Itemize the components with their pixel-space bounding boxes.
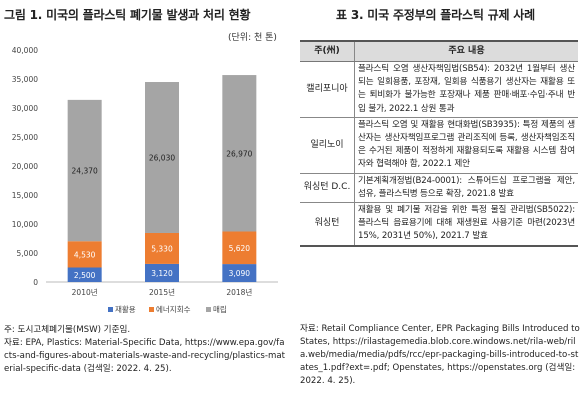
table-row: 캘리포니아 플라스틱 오염 생산자책임법(SB54): 2032년 1월부터 생… [300, 61, 578, 118]
y-tick-label: 5,000 [17, 249, 39, 258]
x-tick-label: 2015년 [149, 287, 175, 297]
content-cell: 기본계획개정법(B24-0001): 스튜어드십 프로그램을 제안, 섬유, 플… [354, 173, 578, 204]
bar-segment [67, 241, 102, 268]
legend-swatch [206, 307, 211, 312]
bar-segment [67, 99, 102, 242]
regulation-table: 주(州) 주요 내용 캘리포니아 플라스틱 오염 생산자책임법(SB54): 2… [300, 40, 578, 247]
state-cell: 워싱턴 D.C. [300, 173, 355, 204]
data-label: 3,120 [151, 269, 173, 278]
content-cell: 재활용 및 폐기물 저감을 위한 특정 물질 관리법(SB5022): 플라스틱… [354, 202, 578, 247]
figure-panel: 그림 1. 미국의 플라스틱 폐기물 발생과 처리 현황 (단위: 천 톤) 0… [4, 8, 286, 374]
bar-segment [145, 232, 179, 264]
y-tick-label: 0 [33, 278, 38, 287]
bar-segment [67, 267, 102, 282]
bar-segment [222, 75, 257, 232]
legend-swatch [108, 307, 113, 312]
bars: 2,500 4,530 24,370 3,120 5,330 26,030 3,090 5,6… [67, 75, 257, 282]
state-cell: 캘리포니아 [300, 61, 355, 118]
data-label: 3,090 [229, 269, 251, 278]
legend: 재활용 에너지회수 매립 [108, 304, 227, 314]
y-tick-label: 25,000 [12, 133, 38, 142]
data-label: 5,620 [229, 244, 251, 253]
table-source: 자료: Retail Compliance Center, EPR Packag… [300, 324, 580, 386]
x-tick-label: 2018년 [226, 287, 252, 297]
figure-title: 그림 1. 미국의 플라스틱 폐기물 발생과 처리 현황 [4, 8, 251, 22]
y-tick-label: 20,000 [12, 162, 38, 171]
y-tick-label: 10,000 [12, 220, 38, 229]
header-content: 주요 내용 [354, 40, 578, 62]
state-cell: 일리노이 [300, 117, 355, 174]
legend-label: 재활용 [115, 304, 136, 314]
data-label: 4,530 [74, 250, 96, 259]
bar-segment [145, 82, 179, 233]
x-axis: 2010년 2015년 2018년 [72, 287, 253, 297]
stacked-bar-chart: 0 5,000 10,000 15,000 20,000 25,000 30,000 35,0… [12, 46, 278, 314]
y-tick-label: 15,000 [12, 191, 38, 200]
legend-swatch [149, 307, 154, 312]
bar-segment [145, 263, 179, 282]
data-label: 24,370 [72, 167, 98, 176]
data-label: 2,500 [74, 271, 96, 280]
data-label: 5,330 [151, 244, 173, 253]
content-cell: 플라스틱 오염 및 재활용 현대화법(SB3935): 특정 제품의 생산자는 … [354, 117, 578, 174]
bar-segment [222, 231, 257, 265]
legend-label: 에너지회수 [156, 304, 191, 314]
data-label: 26,970 [226, 149, 252, 158]
header-state: 주(州) [300, 40, 355, 62]
unit-label: (단위: 천 톤) [228, 33, 277, 43]
x-tick-label: 2010년 [72, 287, 98, 297]
bar-segment [222, 264, 257, 282]
figure-note: 주: 도시고체폐기물(MSW) 기준임. [4, 325, 131, 335]
table-title: 표 3. 미국 주정부의 플라스틱 규제 사례 [336, 8, 535, 22]
table-header-row: 주(州) 주요 내용 [300, 40, 578, 62]
state-cell: 워싱턴 [300, 202, 355, 247]
content-cell: 플라스틱 오염 생산자책임법(SB54): 2032년 1월부터 생산되는 일회… [354, 61, 578, 118]
y-tick-label: 40,000 [12, 46, 38, 55]
table-panel: 표 3. 미국 주정부의 플라스틱 규제 사례 주(州) 주요 내용 캘리포니아… [296, 0, 582, 416]
table-row: 일리노이 플라스틱 오염 및 재활용 현대화법(SB3935): 특정 제품의 … [300, 117, 578, 174]
data-label: 26,030 [149, 154, 175, 163]
y-tick-label: 35,000 [12, 75, 38, 84]
y-tick-label: 30,000 [12, 104, 38, 113]
table-row: 워싱턴 재활용 및 폐기물 저감을 위한 특정 물질 관리법(SB5022): … [300, 202, 578, 247]
table-row: 워싱턴 D.C. 기본계획개정법(B24-0001): 스튜어드십 프로그램을 … [300, 173, 578, 204]
legend-label: 매립 [213, 305, 227, 314]
figure-source: 자료: EPA, Plastics: Material-Specific Dat… [4, 338, 286, 374]
